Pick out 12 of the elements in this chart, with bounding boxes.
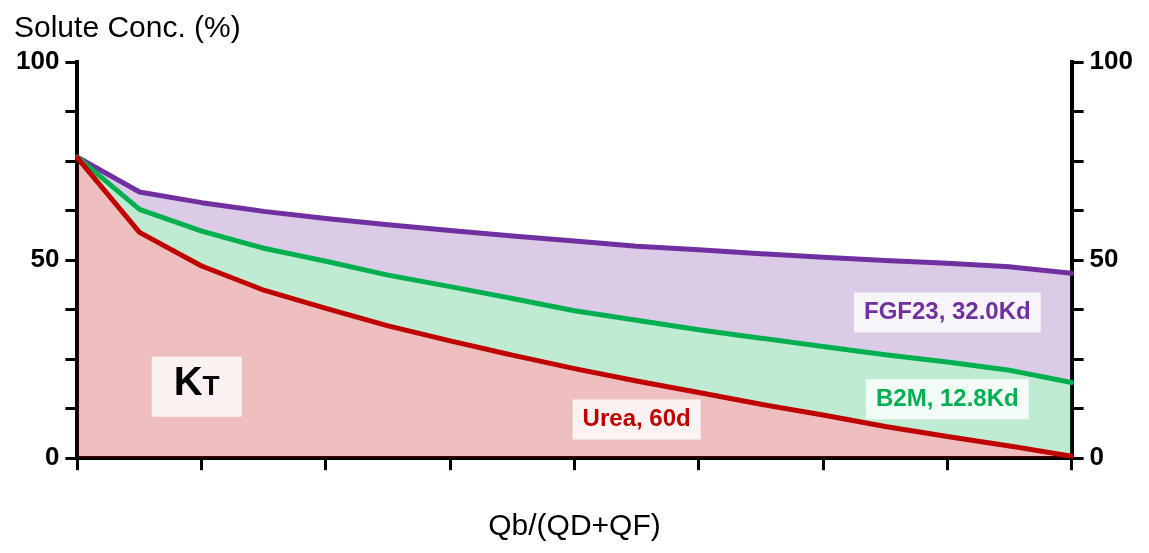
series-label: FGF23, 32.0Kd: [863, 297, 1031, 325]
y-tick-label: 0: [44, 441, 60, 472]
series-label: B2M, 12.8Kd: [875, 383, 1019, 411]
y2-tick-label: 0: [1089, 441, 1105, 472]
y-tick-label: 50: [30, 243, 60, 274]
y2-tick-label: 100: [1089, 45, 1134, 76]
annotation: KT: [173, 358, 220, 403]
x-axis-title: Qb/(QD+QF): [488, 508, 661, 542]
series-label: Urea, 60d: [582, 404, 691, 432]
y-axis-title: Solute Conc. (%): [14, 10, 241, 44]
y-tick-label: 100: [15, 45, 60, 76]
y2-tick-label: 50: [1089, 243, 1119, 274]
